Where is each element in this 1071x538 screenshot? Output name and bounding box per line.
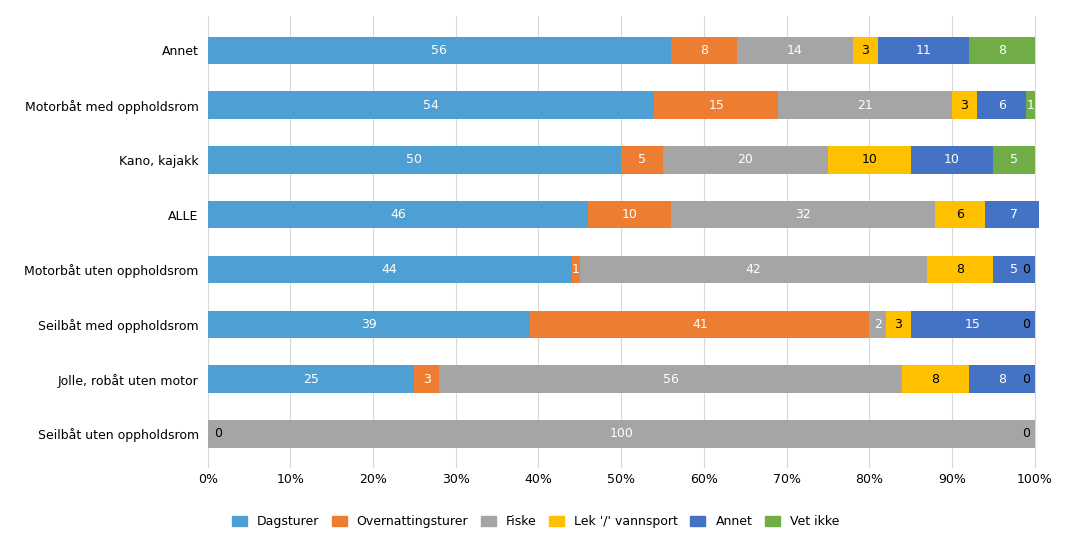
Text: 46: 46 (390, 208, 406, 221)
Text: 10: 10 (861, 153, 877, 166)
Text: 5: 5 (1010, 263, 1019, 276)
Text: 56: 56 (432, 44, 448, 57)
Bar (579, 256, 927, 283)
Bar (663, 146, 828, 174)
Text: 100: 100 (609, 427, 633, 440)
Bar (968, 37, 1035, 64)
Bar (985, 201, 1043, 229)
Text: 15: 15 (965, 318, 981, 331)
Text: 6: 6 (998, 98, 1006, 112)
Bar (828, 146, 910, 174)
Text: 3: 3 (894, 318, 902, 331)
Bar (952, 91, 977, 119)
Bar (208, 256, 572, 283)
Bar (910, 146, 994, 174)
Bar (994, 256, 1035, 283)
Bar (208, 146, 621, 174)
Text: 25: 25 (303, 372, 319, 386)
Bar (737, 37, 853, 64)
Text: 39: 39 (361, 318, 377, 331)
Text: 54: 54 (423, 98, 439, 112)
Text: 1: 1 (1043, 208, 1051, 221)
Text: 0: 0 (1023, 427, 1030, 440)
Text: 5: 5 (1010, 153, 1019, 166)
Bar (779, 91, 952, 119)
Text: 2: 2 (874, 318, 881, 331)
Text: 1: 1 (1027, 98, 1035, 112)
Bar (572, 256, 579, 283)
Bar (1026, 91, 1035, 119)
Bar (994, 146, 1035, 174)
Text: 3: 3 (861, 44, 869, 57)
Bar (621, 146, 663, 174)
Text: 0: 0 (1023, 372, 1030, 386)
Text: 10: 10 (621, 208, 637, 221)
Text: 0: 0 (1023, 263, 1030, 276)
Text: 3: 3 (423, 372, 431, 386)
Text: 7: 7 (1010, 208, 1019, 221)
Bar (1043, 201, 1052, 229)
Text: 20: 20 (737, 153, 753, 166)
Text: 41: 41 (692, 318, 708, 331)
Bar (530, 310, 870, 338)
Bar (654, 91, 779, 119)
Text: 8: 8 (998, 44, 1006, 57)
Text: 8: 8 (998, 372, 1006, 386)
Legend: Dagsturer, Overnattingsturer, Fiske, Lek '/' vannsport, Annet, Vet ikke: Dagsturer, Overnattingsturer, Fiske, Lek… (228, 511, 843, 532)
Text: 56: 56 (663, 372, 679, 386)
Text: 0: 0 (1023, 318, 1030, 331)
Bar (414, 365, 439, 393)
Text: 6: 6 (956, 208, 964, 221)
Text: 3: 3 (961, 98, 968, 112)
Bar (588, 201, 670, 229)
Bar (870, 310, 886, 338)
Bar (910, 310, 1035, 338)
Bar (968, 365, 1035, 393)
Bar (935, 201, 985, 229)
Text: 11: 11 (916, 44, 931, 57)
Text: 8: 8 (699, 44, 708, 57)
Bar (208, 201, 588, 229)
Bar (208, 91, 654, 119)
Text: 1: 1 (572, 263, 579, 276)
Bar (670, 37, 737, 64)
Text: 14: 14 (787, 44, 803, 57)
Text: 50: 50 (406, 153, 422, 166)
Text: 8: 8 (956, 263, 964, 276)
Bar (208, 310, 530, 338)
Bar (439, 365, 903, 393)
Bar (208, 37, 670, 64)
Text: 32: 32 (796, 208, 811, 221)
Text: 15: 15 (708, 98, 724, 112)
Text: 8: 8 (932, 372, 939, 386)
Bar (208, 420, 1035, 448)
Bar (877, 37, 968, 64)
Bar (903, 365, 968, 393)
Text: 5: 5 (638, 153, 646, 166)
Text: 42: 42 (745, 263, 761, 276)
Bar (886, 310, 910, 338)
Bar (670, 201, 935, 229)
Bar (927, 256, 994, 283)
Text: 10: 10 (944, 153, 960, 166)
Bar (977, 91, 1026, 119)
Bar (853, 37, 877, 64)
Text: 21: 21 (857, 98, 873, 112)
Text: 0: 0 (214, 427, 223, 440)
Text: 44: 44 (381, 263, 397, 276)
Bar (208, 365, 414, 393)
